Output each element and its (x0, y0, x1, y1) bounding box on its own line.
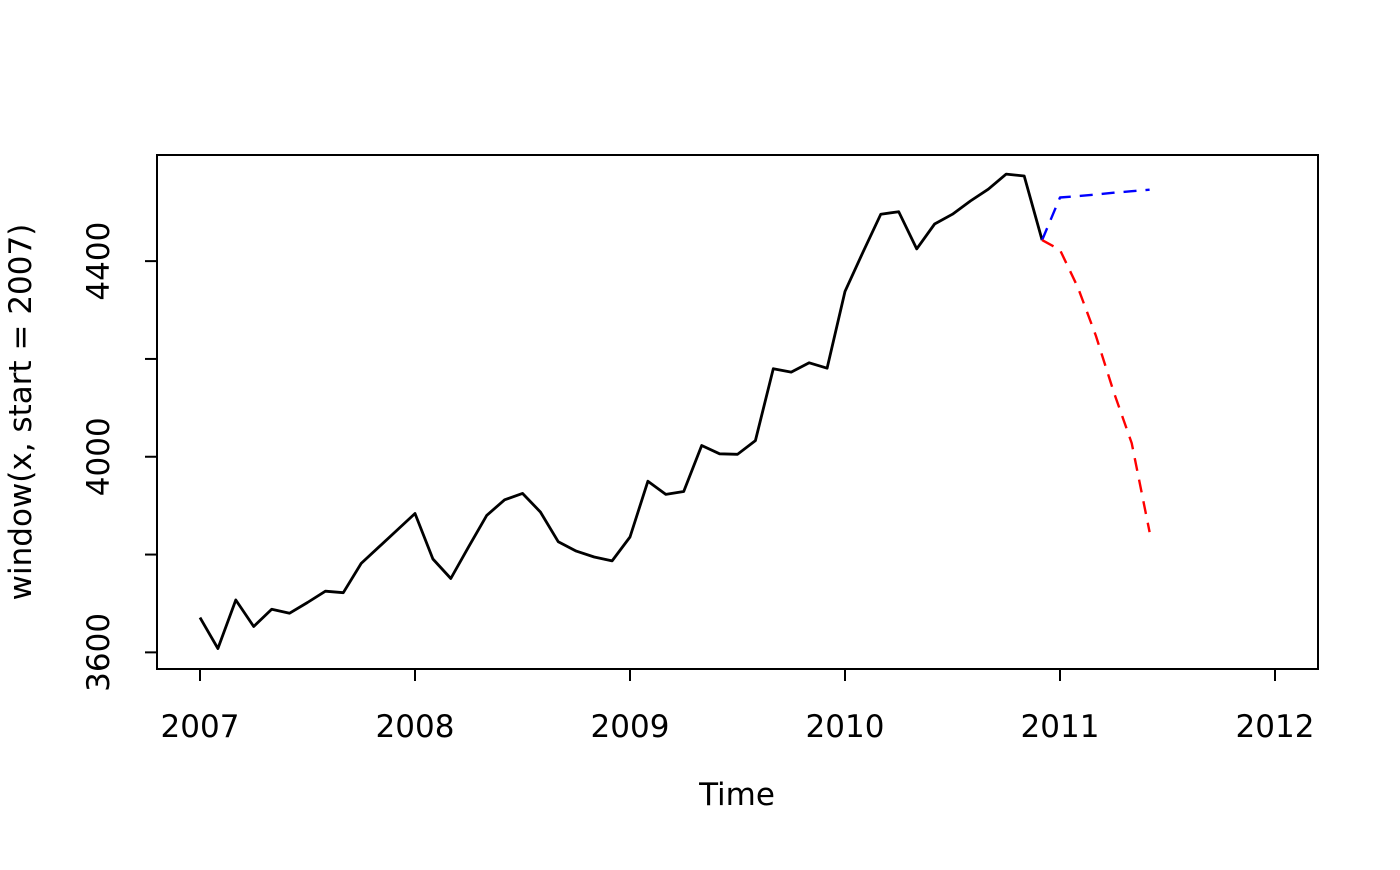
y-axis: 3600 4000 4400 (81, 222, 157, 692)
x-axis: 2007 2008 2009 2010 2011 2012 (161, 669, 1315, 745)
series-line-forecast-blue (1040, 188, 1150, 241)
y-tick-label: 3600 (81, 613, 117, 692)
x-tick-label: 2011 (1021, 709, 1100, 745)
y-tick-label: 4400 (81, 222, 117, 301)
x-tick-label: 2009 (591, 709, 670, 745)
plot-border (156, 154, 1319, 670)
x-tick-label: 2008 (376, 709, 455, 745)
series-line-forecast-red (1041, 239, 1151, 533)
y-tick-label: 4000 (81, 417, 117, 496)
series-layer (198, 172, 1151, 650)
y-axis-title: window(x, start = 2007) (3, 224, 39, 601)
x-tick-label: 2010 (806, 709, 885, 745)
x-tick-label: 2012 (1236, 709, 1315, 745)
series-line-observed (198, 172, 1044, 650)
x-tick-label: 2007 (161, 709, 240, 745)
x-axis-title: Time (698, 777, 775, 813)
